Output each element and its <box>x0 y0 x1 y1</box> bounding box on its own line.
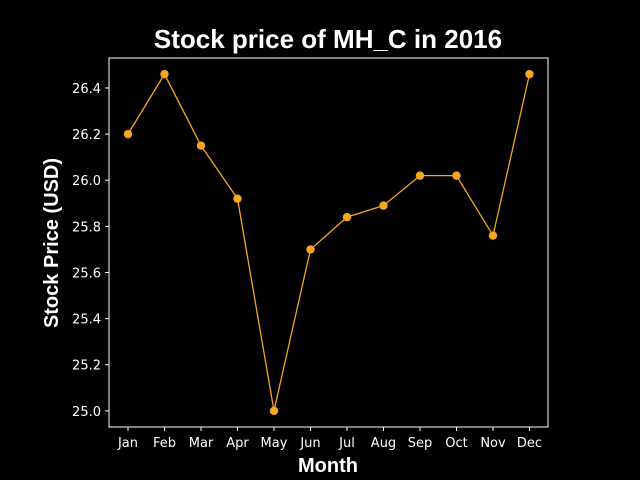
y-tick-label: 25.6 <box>72 266 101 281</box>
x-axis: Jan Feb Mar Apr May Jun Jul Aug Sep Oct Nov Dec <box>117 427 542 451</box>
data-point <box>160 69 169 79</box>
x-tick-label: Oct <box>445 436 467 451</box>
series-points <box>123 69 534 416</box>
plot-area-frame <box>108 57 549 428</box>
data-point <box>196 141 206 150</box>
data-point <box>379 201 388 210</box>
x-tick-label: Sep <box>408 436 433 451</box>
x-tick-label: Feb <box>153 436 176 451</box>
data-point <box>269 406 279 416</box>
x-tick-label: Mar <box>189 436 214 451</box>
y-tick-label: 25.8 <box>72 220 101 235</box>
x-tick-label: Apr <box>226 436 249 451</box>
y-axis-label: Stock Price (USD) <box>41 158 63 328</box>
y-tick-label: 26.4 <box>72 82 101 97</box>
data-point <box>525 69 534 79</box>
data-point <box>306 245 315 254</box>
y-axis: 25.0 25.2 25.4 25.6 25.8 26.0 26.2 26.4 <box>72 82 109 420</box>
x-tick-label: Aug <box>371 436 396 451</box>
data-point <box>452 171 461 180</box>
x-tick-label: Jan <box>117 436 138 451</box>
data-point <box>342 212 352 222</box>
y-tick-label: 25.2 <box>72 359 101 374</box>
y-tick-label: 25.4 <box>72 313 101 328</box>
series-line <box>127 72 531 411</box>
x-tick-label: Nov <box>480 436 506 451</box>
y-tick-label: 26.2 <box>72 128 101 143</box>
y-tick-label: 25.0 <box>72 405 101 420</box>
x-tick-label: Jul <box>338 436 355 451</box>
data-point <box>415 171 425 180</box>
x-tick-label: Dec <box>517 436 542 451</box>
data-point <box>488 231 498 240</box>
data-point <box>123 129 133 139</box>
chart-title: Stock price of MH_C in 2016 <box>154 24 502 54</box>
x-axis-label: Month <box>298 455 358 477</box>
data-point <box>233 194 242 203</box>
x-tick-label: Jun <box>299 436 320 451</box>
y-tick-label: 26.0 <box>72 174 101 189</box>
x-tick-label: May <box>261 436 288 451</box>
